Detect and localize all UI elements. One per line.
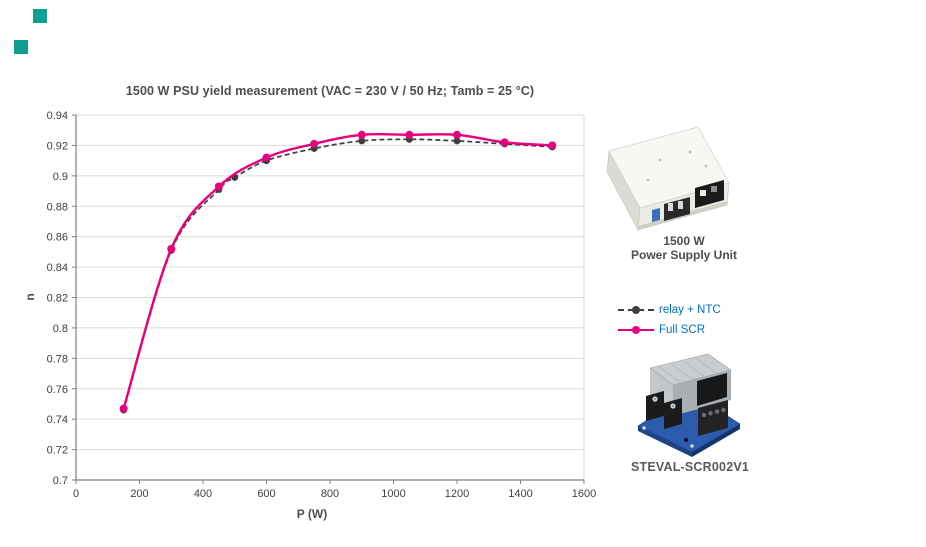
legend-label: Full SCR <box>659 324 706 336</box>
svg-text:0: 0 <box>73 488 79 500</box>
svg-text:600: 600 <box>257 488 275 500</box>
heatsink-channel <box>697 373 727 406</box>
legend-marker-icon <box>632 306 640 314</box>
terminal-block <box>698 400 728 436</box>
svg-text:800: 800 <box>321 488 339 500</box>
accent-square <box>33 9 47 23</box>
chart-title: 1500 W PSU yield measurement (VAC = 230 … <box>125 84 535 98</box>
svg-text:0.84: 0.84 <box>47 262 68 274</box>
accent-square <box>14 40 28 54</box>
legend-item-full-scr: Full SCR <box>618 320 721 340</box>
svg-text:0.92: 0.92 <box>47 140 68 152</box>
svg-text:400: 400 <box>194 488 212 500</box>
svg-text:0.9: 0.9 <box>53 171 68 183</box>
y-axis-title: n <box>23 293 37 301</box>
legend-line-sample-solid <box>618 326 654 334</box>
svg-text:0.94: 0.94 <box>47 110 68 122</box>
svg-text:0.82: 0.82 <box>47 293 68 305</box>
scr-device <box>646 391 664 421</box>
psu-wire <box>652 208 660 222</box>
legend-marker-icon <box>632 326 640 334</box>
svg-text:0.76: 0.76 <box>47 384 68 396</box>
svg-text:0.8: 0.8 <box>53 323 68 335</box>
psu-caption: 1500 W Power Supply Unit <box>609 234 759 262</box>
steval-board-image <box>637 353 741 457</box>
scr-device <box>664 398 682 429</box>
svg-text:0.78: 0.78 <box>47 353 68 365</box>
legend-label: relay + NTC <box>659 304 721 316</box>
svg-text:0.88: 0.88 <box>47 201 68 213</box>
svg-text:1600: 1600 <box>572 488 596 500</box>
psu-product-image <box>606 126 730 232</box>
psu-caption-line1: 1500 W <box>663 234 705 248</box>
svg-text:200: 200 <box>130 488 148 500</box>
legend-item-relay-ntc: relay + NTC <box>618 300 721 320</box>
svg-text:1200: 1200 <box>445 488 469 500</box>
psu-caption-line2: Power Supply Unit <box>630 248 737 262</box>
heatsink <box>649 353 732 386</box>
svg-text:1400: 1400 <box>508 488 532 500</box>
steval-board-caption: STEVAL-SCR002V1 <box>630 460 750 474</box>
legend-line-sample-dashed <box>618 306 654 314</box>
svg-text:0.72: 0.72 <box>47 445 68 457</box>
svg-text:0.86: 0.86 <box>47 232 68 244</box>
svg-text:1000: 1000 <box>381 488 405 500</box>
x-axis-title: P (W) <box>296 507 328 521</box>
svg-text:0.74: 0.74 <box>47 414 68 426</box>
svg-text:0.7: 0.7 <box>53 475 68 487</box>
chart-legend: relay + NTC Full SCR <box>618 300 721 340</box>
